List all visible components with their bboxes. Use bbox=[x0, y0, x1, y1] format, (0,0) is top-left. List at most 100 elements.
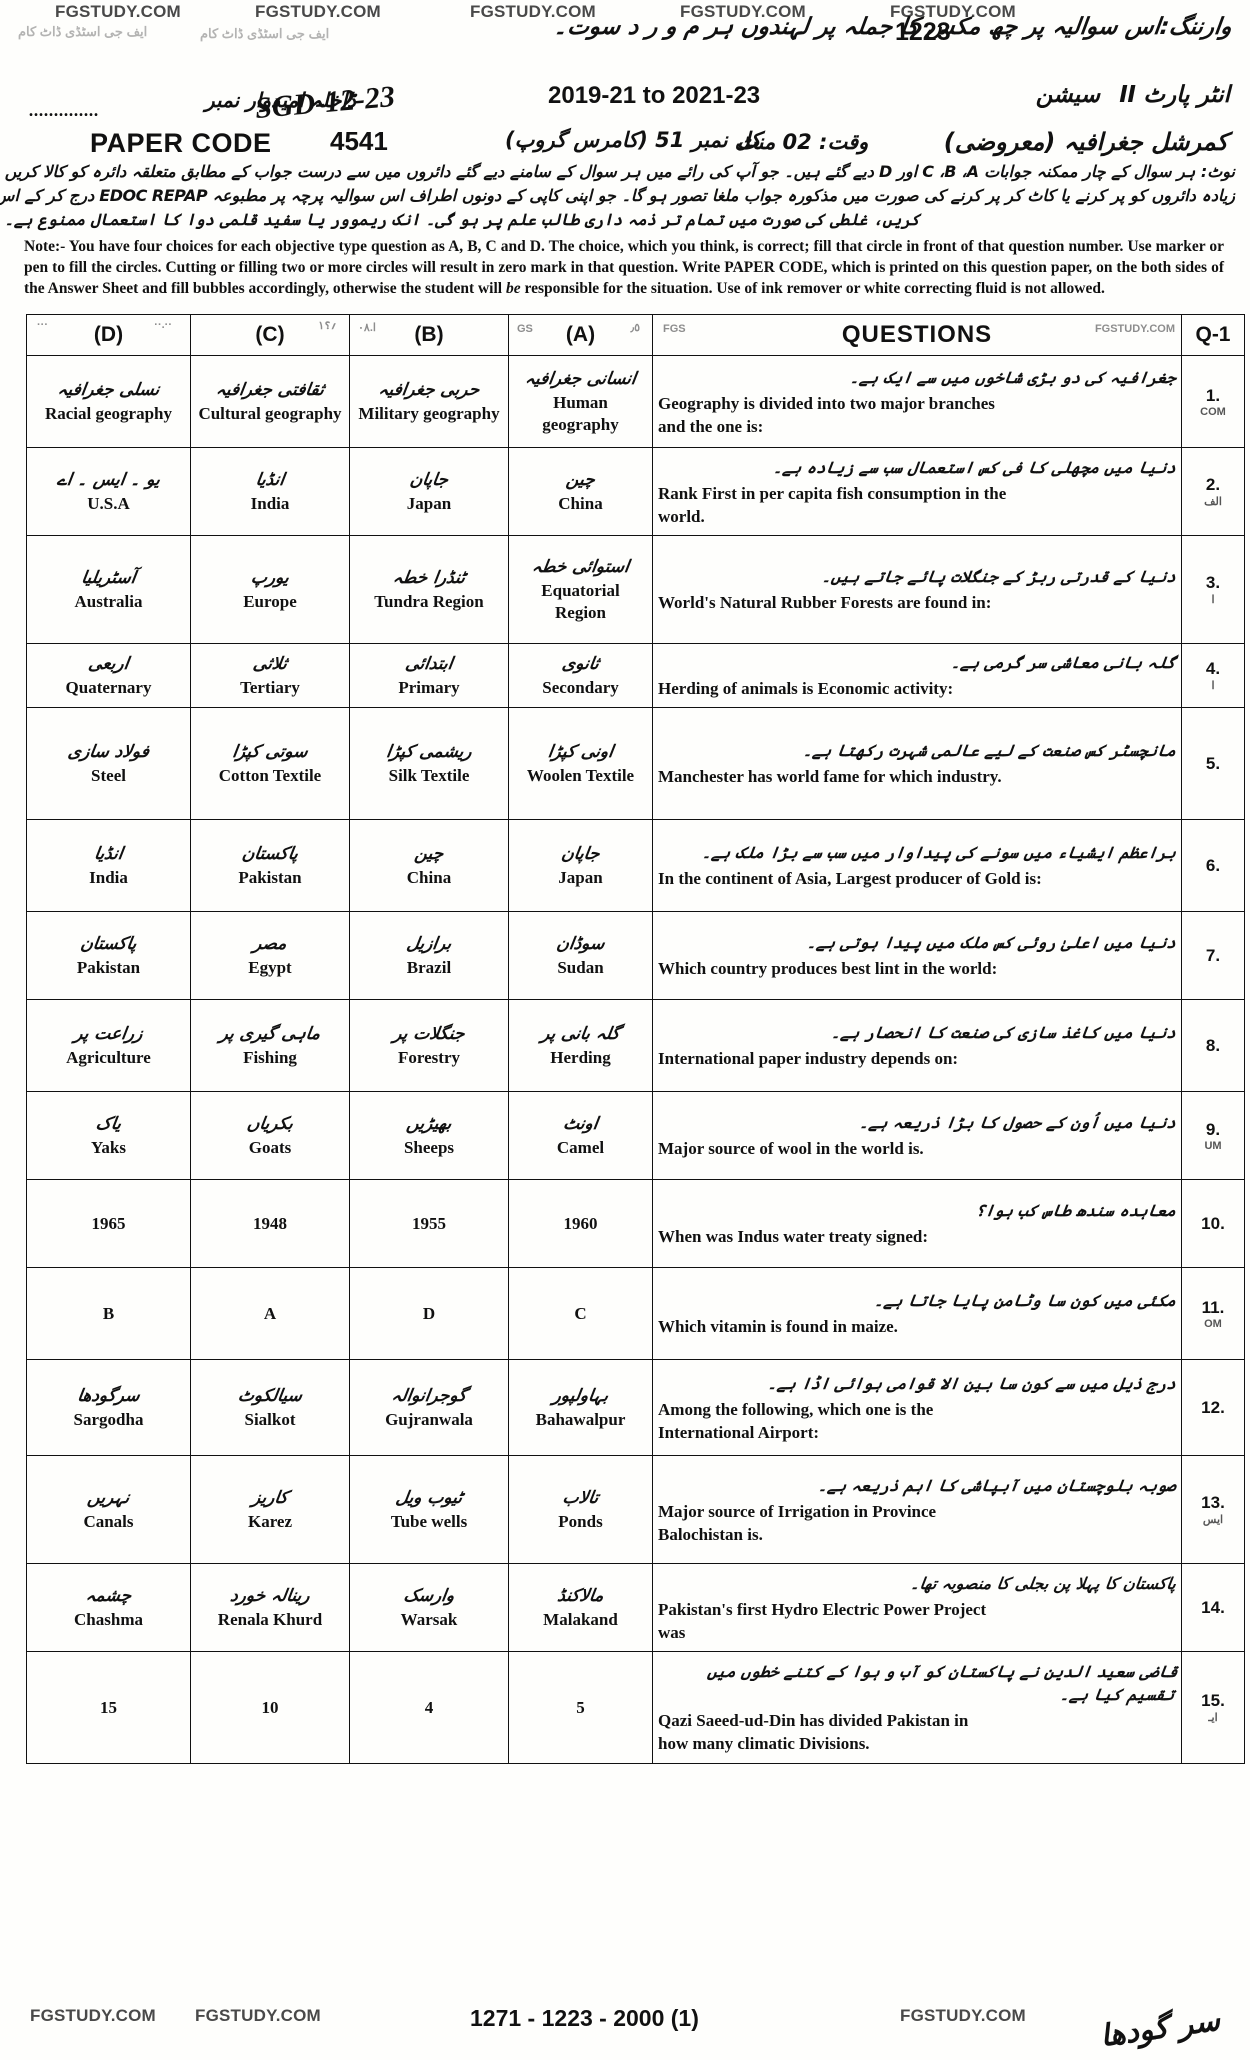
option-b[interactable]: بھیڑیں Sheeps bbox=[349, 1091, 509, 1180]
option-english: C bbox=[574, 1303, 587, 1323]
option-c[interactable]: رینالہ خورد Renala Khurd bbox=[190, 1563, 350, 1652]
option-d[interactable]: 15 bbox=[26, 1651, 191, 1764]
option-english: Tundra Region bbox=[374, 591, 484, 611]
option-a[interactable]: اونٹ Camel bbox=[508, 1091, 653, 1180]
option-b[interactable]: D bbox=[349, 1267, 509, 1360]
option-urdu: تالاب bbox=[561, 1487, 600, 1508]
option-urdu: پاکستان bbox=[79, 933, 138, 954]
option-c[interactable]: A bbox=[190, 1267, 350, 1360]
option-c[interactable]: کاریز Karez bbox=[190, 1455, 350, 1564]
option-english: Europe bbox=[243, 591, 297, 611]
option-urdu: پاکستان bbox=[240, 843, 300, 864]
option-english: Sialkot bbox=[244, 1409, 296, 1429]
scan-noise: ا.٠٨ bbox=[358, 322, 376, 334]
option-a[interactable]: 5 bbox=[508, 1651, 653, 1764]
option-b[interactable]: گوجرانوالہ Gujranwala bbox=[349, 1359, 509, 1456]
option-d[interactable]: نہریں Canals bbox=[26, 1455, 191, 1564]
option-d[interactable]: نسلی جغرافیہ Racial geography bbox=[26, 355, 191, 448]
option-d[interactable]: زراعت پر Agriculture bbox=[26, 999, 191, 1092]
option-c[interactable]: مصر Egypt bbox=[190, 911, 350, 1000]
option-c[interactable]: انڈیا India bbox=[190, 447, 350, 536]
option-a[interactable]: گلہ بانی پر Herding bbox=[508, 999, 653, 1092]
option-b[interactable]: جاپان Japan bbox=[349, 447, 509, 536]
column-header-qno-label: Q-1 bbox=[1195, 323, 1231, 346]
column-header-questions: FGS QUESTIONS FGSTUDY.COM bbox=[652, 314, 1182, 356]
option-b[interactable]: حربی جغرافیہ Military geography bbox=[349, 355, 509, 448]
option-english: 1965 bbox=[91, 1213, 126, 1233]
option-d[interactable]: 1965 bbox=[26, 1179, 191, 1268]
option-c[interactable]: ثلاثی Tertiary bbox=[190, 643, 350, 708]
option-english: Chashma bbox=[74, 1609, 143, 1629]
option-urdu: ابتدائی bbox=[404, 653, 454, 674]
option-a[interactable]: جاپان Japan bbox=[508, 819, 653, 912]
option-english: Goats bbox=[248, 1137, 292, 1157]
option-b[interactable]: ٹیوب ویل Tube wells bbox=[349, 1455, 509, 1564]
option-a[interactable]: استوائی خطہ Equatorial Region bbox=[508, 535, 653, 644]
question-number: 4. bbox=[1205, 659, 1221, 678]
option-b[interactable]: 1955 bbox=[349, 1179, 509, 1268]
option-b[interactable]: برازیل Brazil bbox=[349, 911, 509, 1000]
option-d[interactable]: آسٹریلیا Australia bbox=[26, 535, 191, 644]
option-b[interactable]: ریشمی کپڑا Silk Textile bbox=[349, 707, 509, 820]
table-row: آسٹریلیا Australia یورپ Europe ٹنڈرا خطہ Tund… bbox=[26, 535, 1245, 644]
option-d[interactable]: B bbox=[26, 1267, 191, 1360]
option-c[interactable]: پاکستان Pakistan bbox=[190, 819, 350, 912]
option-c[interactable]: سیالکوٹ Sialkot bbox=[190, 1359, 350, 1456]
option-a[interactable]: چین China bbox=[508, 447, 653, 536]
option-english: Primary bbox=[398, 677, 460, 697]
option-a[interactable]: سوڈان Sudan bbox=[508, 911, 653, 1000]
option-english: China bbox=[406, 867, 452, 887]
option-a[interactable]: 1960 bbox=[508, 1179, 653, 1268]
option-d[interactable]: پاکستان Pakistan bbox=[26, 911, 191, 1000]
option-b[interactable]: چین China bbox=[349, 819, 509, 912]
option-c[interactable]: ثقافتی جغرافیہ Cultural geography bbox=[190, 355, 350, 448]
option-english: B bbox=[102, 1303, 115, 1323]
question-number-noise: ا bbox=[1211, 680, 1215, 692]
question-cell: معاہدہ سندھ طاس کب ہوا؟ When was Indus wa… bbox=[652, 1179, 1182, 1268]
option-a[interactable]: بہاولپور Bahawalpur bbox=[508, 1359, 653, 1456]
option-d[interactable]: انڈیا India bbox=[26, 819, 191, 912]
option-d[interactable]: یاک Yaks bbox=[26, 1091, 191, 1180]
option-d[interactable]: چشمہ Chashma bbox=[26, 1563, 191, 1652]
option-d[interactable]: اربعی Quaternary bbox=[26, 643, 191, 708]
exam-part: انٹر پارٹ II bbox=[1119, 82, 1230, 108]
question-number: 1. bbox=[1205, 385, 1221, 405]
option-b[interactable]: جنگلات پر Forestry bbox=[349, 999, 509, 1092]
table-row: انڈیا India پاکستان Pakistan چین China جاپان Ja… bbox=[26, 819, 1245, 912]
note-english-label: Note:- bbox=[24, 238, 66, 255]
option-a[interactable]: اونی کپڑا Woolen Textile bbox=[508, 707, 653, 820]
option-c[interactable]: یورپ Europe bbox=[190, 535, 350, 644]
option-a[interactable]: ثانوی Secondary bbox=[508, 643, 653, 708]
option-d[interactable]: سرگودھا Sargodha bbox=[26, 1359, 191, 1456]
option-b[interactable]: وارسک Warsak bbox=[349, 1563, 509, 1652]
option-a[interactable]: C bbox=[508, 1267, 653, 1360]
option-a[interactable]: انسانی جغرافیہ Human geography bbox=[508, 355, 653, 448]
option-d[interactable]: یو ۔ ایس ۔ اے U.S.A bbox=[26, 447, 191, 536]
option-english: Malakand bbox=[543, 1609, 618, 1629]
option-b[interactable]: ابتدائی Primary bbox=[349, 643, 509, 708]
option-c[interactable]: 10 bbox=[190, 1651, 350, 1764]
option-c[interactable]: ماہی گیری پر Fishing bbox=[190, 999, 350, 1092]
question-english-line-1: Major source of wool in the world is. bbox=[658, 1139, 924, 1158]
question-english-line-1: International paper industry depends on: bbox=[658, 1049, 959, 1068]
option-urdu: چین bbox=[564, 469, 597, 490]
question-english-line-1: World's Natural Rubber Forests are found… bbox=[658, 593, 992, 612]
option-urdu: انڈیا bbox=[254, 469, 286, 490]
question-english-line-1: Major source of Irrigation in Province bbox=[658, 1501, 937, 1521]
option-urdu: جاپان bbox=[408, 469, 450, 490]
option-c[interactable]: 1948 bbox=[190, 1179, 350, 1268]
table-row: فولاد سازی Steel سوتی کپڑا Cotton Textile ری… bbox=[26, 707, 1245, 820]
option-a[interactable]: تالاب Ponds bbox=[508, 1455, 653, 1564]
option-b[interactable]: 4 bbox=[349, 1651, 509, 1764]
option-a[interactable]: مالاکنڈ Malakand bbox=[508, 1563, 653, 1652]
question-english-line-2: was bbox=[658, 1622, 686, 1642]
option-d[interactable]: فولاد سازی Steel bbox=[26, 707, 191, 820]
option-urdu: رینالہ خورد bbox=[228, 1585, 312, 1606]
option-urdu: یورپ bbox=[249, 567, 291, 588]
option-c[interactable]: سوتی کپڑا Cotton Textile bbox=[190, 707, 350, 820]
option-b[interactable]: ٹنڈرا خطہ Tundra Region bbox=[349, 535, 509, 644]
question-english-line-2: how many climatic Divisions. bbox=[658, 1734, 870, 1753]
option-english: Gujranwala bbox=[385, 1409, 473, 1429]
option-english: Ponds bbox=[558, 1511, 603, 1531]
option-c[interactable]: بکریاں Goats bbox=[190, 1091, 350, 1180]
